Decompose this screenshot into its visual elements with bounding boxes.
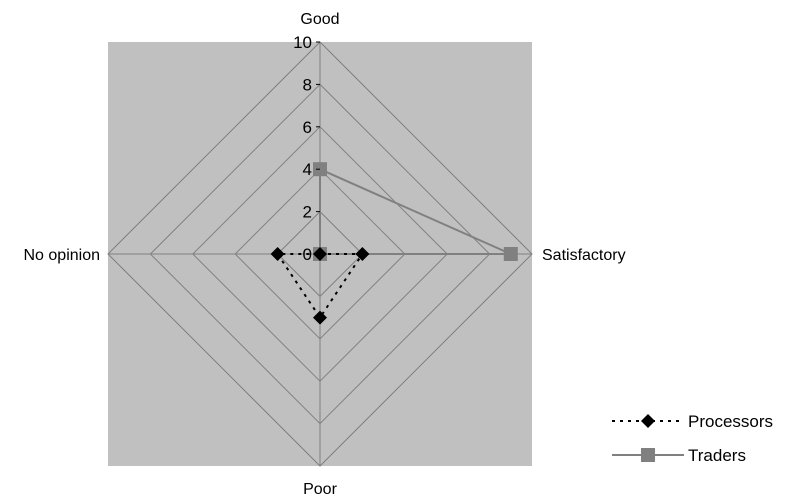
legend-marker [641, 448, 655, 462]
legend-label-traders: Traders [688, 446, 746, 465]
series-line-processors [275, 253, 365, 320]
tick-label: 10 [293, 33, 312, 52]
axis-label-satisfactory: Satisfactory [542, 247, 626, 264]
tick-label: 0 [303, 245, 312, 264]
radial-tick-labels: 0 2 4 6 8 10 [293, 33, 320, 264]
axis-label-no-opinion: No opinion [24, 247, 101, 264]
point-processors [355, 247, 370, 261]
tick-label: 4 [303, 160, 312, 179]
tick-label: 8 [303, 75, 312, 94]
axis-label-good: Good [300, 11, 339, 28]
point-traders [503, 247, 518, 261]
point-processors [270, 247, 285, 261]
legend-item-processors [612, 414, 684, 428]
axis-label-poor: Poor [303, 481, 337, 497]
legend-label-processors: Processors [688, 412, 773, 431]
legend: Processors Traders [612, 412, 773, 465]
point-processors [313, 310, 327, 325]
tick-label: 2 [303, 203, 312, 222]
tick-label: 6 [303, 118, 312, 137]
legend-marker [641, 414, 655, 428]
legend-item-traders [612, 448, 684, 462]
